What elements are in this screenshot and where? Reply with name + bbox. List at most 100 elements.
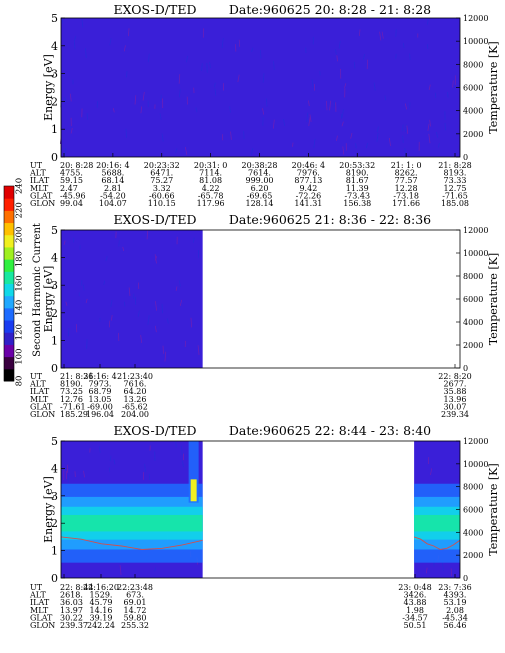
y-tick-label: 5	[51, 435, 58, 448]
y-right-tick-label: 10000	[463, 37, 488, 46]
y-right-tick-label: 0	[463, 574, 468, 583]
colorbar-tick-label: 140	[15, 300, 25, 316]
y-axis-label: Energy [eV]	[42, 476, 55, 543]
chart-title: EXOS-D/TED	[113, 423, 196, 438]
heatmap-noise	[403, 125, 404, 132]
heatmap-noise	[76, 324, 77, 332]
colorbar-tick-label: 240	[15, 178, 25, 194]
chart-panel: EXOS-D/TED Date:960625 22: 8:44 - 23: 8:4…	[29, 423, 500, 630]
y-right-tick-label: 12000	[463, 437, 488, 446]
colorbar-tick-label: 160	[15, 275, 25, 291]
colorbar-tick-label: 180	[15, 251, 25, 267]
colorbar-swatch	[4, 284, 14, 297]
y-axis-label: Energy [eV]	[42, 54, 55, 121]
colorbar-swatch	[4, 357, 14, 370]
colorbar-swatch	[4, 308, 14, 321]
chart-title: EXOS-D/TED	[113, 212, 196, 227]
chart-date-range: Date:960625 22: 8:44 - 23: 8:40	[229, 423, 431, 438]
table-cell: 242.24	[87, 621, 115, 630]
y-right-tick-label: 6000	[463, 84, 483, 93]
y-right-axis-label: Temperature [K]	[487, 253, 500, 345]
y-tick-label: 0	[51, 572, 58, 585]
table-cell: 239.37	[60, 621, 88, 630]
table-cell: 99.04	[60, 199, 83, 208]
table-cell: 110.15	[148, 199, 176, 208]
table-cell: 156.38	[343, 199, 371, 208]
colorbar-tick-label: 80	[15, 376, 25, 387]
y-tick-label: 0	[51, 151, 58, 164]
y-right-tick-label: 4000	[463, 107, 483, 116]
table-cell: 185.29	[60, 410, 88, 419]
colorbar-tick-label: 200	[15, 227, 25, 243]
y-right-axis-label: Temperature [K]	[487, 41, 500, 133]
colorbar-swatch	[4, 271, 14, 284]
y-tick-label: 1	[51, 334, 58, 347]
heatmap-noise	[448, 92, 449, 98]
table-cell: 117.96	[197, 199, 225, 208]
table-cell: 128.14	[246, 199, 274, 208]
table-cell: 50.51	[404, 621, 427, 630]
y-tick-label: 4	[51, 462, 58, 475]
colorbar-swatch	[4, 186, 14, 199]
colorbar-swatch	[4, 320, 14, 333]
y-right-tick-label: 12000	[463, 226, 488, 235]
y-tick-label: 4	[51, 252, 58, 265]
colorbar-swatch	[4, 198, 14, 211]
colorbar-swatch	[4, 235, 14, 248]
y-right-tick-label: 4000	[463, 318, 483, 327]
y-right-tick-label: 10000	[463, 460, 488, 469]
table-cell: 185.08	[441, 199, 469, 208]
y-right-tick-label: 2000	[463, 551, 483, 560]
y-right-tick-label: 10000	[463, 249, 488, 258]
heatmap-band	[414, 515, 460, 531]
table-cell: 104.07	[99, 199, 127, 208]
colorbar-tick-label: 100	[15, 349, 25, 365]
y-tick-label: 5	[51, 12, 58, 25]
y-tick-label: 1	[51, 545, 58, 558]
chart-title: EXOS-D/TED	[113, 2, 196, 17]
colorbar-swatch	[4, 259, 14, 272]
y-right-tick-label: 2000	[463, 130, 483, 139]
table-cell: 239.34	[441, 410, 469, 419]
heatmap-background	[61, 18, 460, 157]
table-row-label: GLON	[30, 199, 55, 208]
y-axis-label: Energy [eV]	[42, 266, 55, 333]
y-tick-label: 0	[51, 362, 58, 375]
colorbar-swatch	[4, 344, 14, 357]
table-cell: 141.31	[294, 199, 322, 208]
colorbar-swatch	[4, 332, 14, 345]
table-cell: 171.66	[392, 199, 420, 208]
y-right-tick-label: 6000	[463, 295, 483, 304]
colorbar-tick-label: 120	[15, 324, 25, 340]
y-tick-label: 1	[51, 123, 58, 136]
heatmap-noise	[163, 346, 164, 354]
y-right-tick-label: 8000	[463, 60, 483, 69]
heatmap-band	[61, 515, 203, 531]
table-cell: 56.46	[444, 621, 467, 630]
colorbar-swatch	[4, 223, 14, 236]
colorbar-tick-label: 220	[15, 202, 25, 218]
colorbar-swatch	[4, 247, 14, 260]
table-cell: 255.32	[121, 621, 149, 630]
heatmap-column-peak	[191, 479, 197, 501]
y-tick-label: 4	[51, 40, 58, 53]
table-cell: 204.00	[121, 410, 149, 419]
colorbar-swatch	[4, 210, 14, 223]
chart-date-range: Date:960625 20: 8:28 - 21: 8:28	[229, 2, 431, 17]
table-row-label: GLON	[30, 410, 55, 419]
y-right-tick-label: 12000	[463, 14, 488, 23]
chart-panel: EXOS-D/TED Date:960625 20: 8:28 - 21: 8:2…	[29, 2, 500, 208]
colorbar-swatch	[4, 296, 14, 309]
heatmap-noise	[410, 53, 411, 60]
y-right-axis-label: Temperature [K]	[487, 463, 500, 555]
y-right-tick-label: 8000	[463, 483, 483, 492]
table-cell: 196.04	[86, 410, 114, 419]
y-right-tick-label: 8000	[463, 272, 483, 281]
